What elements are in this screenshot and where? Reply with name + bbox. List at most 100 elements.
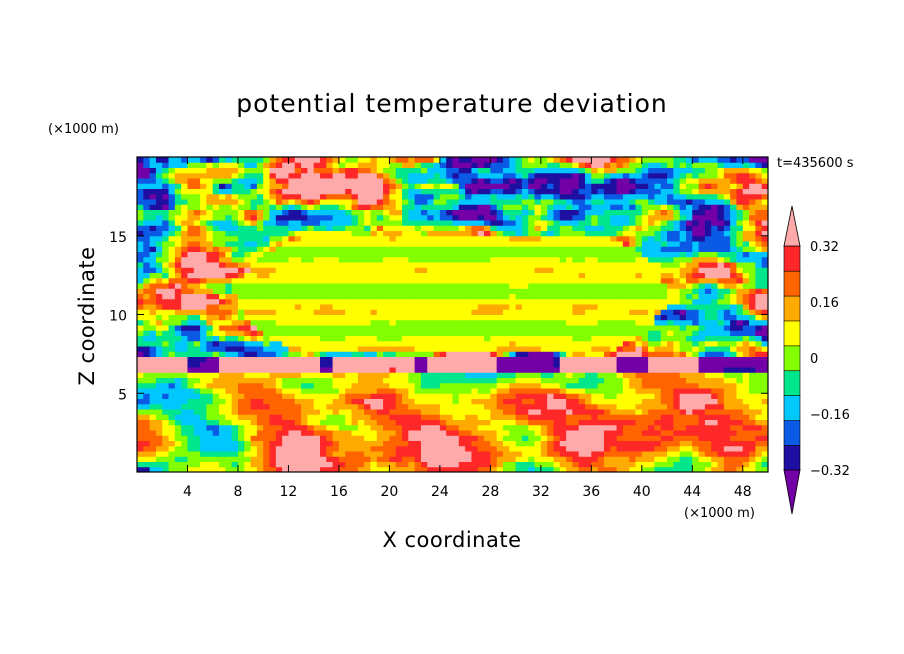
- contour-cell: [585, 414, 592, 420]
- contour-cell: [502, 209, 510, 216]
- contour-cell: [225, 361, 233, 368]
- contour-cell: [282, 220, 289, 226]
- contour-cell: [433, 304, 441, 310]
- contour-cell: [345, 335, 353, 342]
- contour-cell: [534, 451, 542, 457]
- contour-cell: [471, 409, 479, 415]
- contour-cell: [364, 398, 371, 405]
- contour-cell: [282, 414, 289, 420]
- contour-cell: [477, 372, 485, 378]
- contour-cell: [515, 356, 523, 363]
- contour-cell: [137, 419, 144, 426]
- contour-cell: [496, 225, 504, 231]
- contour-cell: [187, 440, 195, 447]
- contour-cell: [225, 424, 233, 431]
- contour-cell: [143, 367, 151, 373]
- contour-cell: [559, 256, 567, 263]
- contour-cell: [673, 235, 681, 242]
- contour-cell: [692, 445, 700, 452]
- contour-cell: [256, 351, 264, 357]
- contour-cell: [345, 346, 353, 352]
- contour-cell: [553, 309, 561, 315]
- contour-cell: [603, 346, 611, 352]
- contour-cell: [351, 393, 359, 399]
- contour-cell: [465, 367, 472, 373]
- contour-cell: [490, 230, 498, 237]
- contour-cell: [357, 246, 365, 252]
- contour-cell: [162, 304, 170, 310]
- contour-cell: [414, 456, 422, 462]
- contour-cell: [610, 235, 618, 242]
- contour-cell: [332, 225, 340, 231]
- contour-cell: [275, 272, 283, 279]
- contour-cell: [345, 340, 353, 347]
- contour-cell: [591, 241, 599, 247]
- contour-cell: [452, 356, 460, 363]
- contour-cell: [383, 235, 390, 242]
- contour-cell: [237, 372, 245, 378]
- contour-cell: [458, 325, 466, 331]
- contour-cell: [256, 288, 264, 294]
- contour-cell: [572, 388, 580, 394]
- contour-cell: [755, 424, 763, 431]
- contour-cell: [427, 325, 435, 331]
- contour-cell: [174, 309, 182, 315]
- contour-cell: [288, 298, 296, 305]
- contour-cell: [648, 356, 655, 363]
- contour-cell: [212, 246, 220, 252]
- contour-cell: [427, 262, 435, 268]
- contour-cell: [408, 319, 416, 326]
- contour-cell: [433, 335, 441, 342]
- contour-cell: [654, 403, 662, 410]
- contour-cell: [389, 403, 397, 410]
- contour-cell: [559, 214, 567, 221]
- contour-cell: [566, 304, 573, 310]
- contour-cell: [685, 225, 693, 231]
- contour-cell: [692, 351, 700, 357]
- contour-cell: [326, 440, 334, 447]
- contour-cell: [685, 346, 693, 352]
- contour-cell: [408, 330, 416, 336]
- contour-cell: [250, 372, 258, 378]
- contour-cell: [723, 304, 731, 310]
- contour-cell: [402, 277, 409, 284]
- contour-cell: [143, 298, 151, 305]
- contour-cell: [269, 256, 277, 263]
- contour-cell: [313, 256, 321, 263]
- contour-cell: [168, 403, 176, 410]
- contour-cell: [616, 314, 624, 321]
- contour-cell: [711, 403, 719, 410]
- contour-cell: [553, 351, 561, 357]
- contour-cell: [402, 214, 409, 221]
- contour-cell: [263, 388, 271, 394]
- contour-cell: [698, 346, 706, 352]
- contour-cell: [673, 393, 681, 399]
- contour-cell: [326, 214, 334, 221]
- contour-cell: [465, 241, 472, 247]
- contour-cell: [585, 388, 592, 394]
- contour-cell: [629, 430, 636, 436]
- contour-cell: [742, 351, 750, 357]
- contour-cell: [692, 325, 700, 331]
- contour-cell: [515, 225, 523, 231]
- contour-cell: [622, 262, 630, 268]
- contour-cell: [616, 424, 624, 431]
- contour-cell: [313, 277, 321, 284]
- contour-cell: [212, 288, 220, 294]
- contour-cell: [294, 388, 302, 394]
- contour-cell: [465, 330, 472, 336]
- contour-cell: [155, 382, 163, 389]
- contour-cell: [540, 319, 548, 326]
- contour-cell: [219, 319, 226, 326]
- contour-cell: [351, 398, 359, 405]
- contour-cell: [641, 456, 649, 462]
- contour-cell: [370, 230, 378, 237]
- contour-cell: [357, 419, 365, 426]
- contour-cell: [414, 393, 422, 399]
- contour-cell: [162, 262, 170, 268]
- contour-cell: [376, 256, 384, 263]
- contour-cell: [288, 398, 296, 405]
- contour-cell: [502, 246, 510, 252]
- contour-cell: [502, 214, 510, 221]
- contour-cell: [509, 235, 517, 242]
